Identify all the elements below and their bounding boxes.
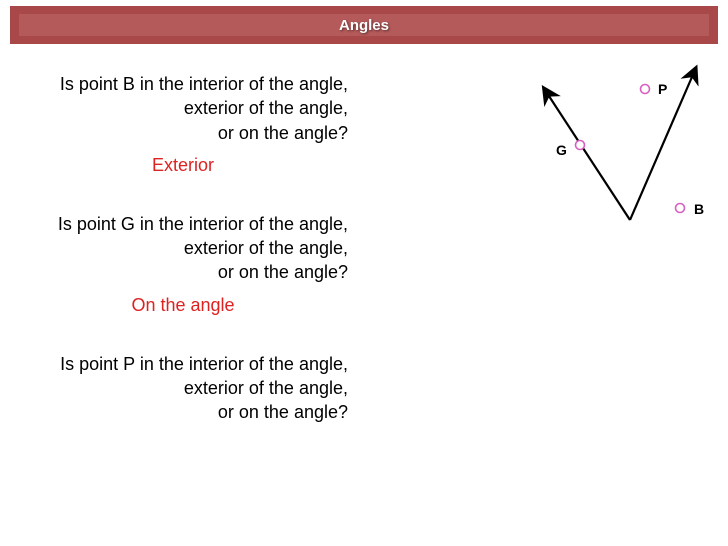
answer-text: Exterior	[18, 155, 348, 176]
point-label: G	[556, 142, 567, 158]
point-marker	[576, 141, 585, 150]
question-line: Is point B in the interior of the angle,	[18, 72, 348, 96]
question-line: Is point P in the interior of the angle,	[18, 352, 348, 376]
angle-diagram: P G B	[500, 60, 720, 260]
question-line: exterior of the angle,	[18, 236, 348, 260]
question-line: or on the angle?	[18, 121, 348, 145]
question-line: Is point G in the interior of the angle,	[18, 212, 348, 236]
title-banner: Angles	[10, 6, 718, 44]
question-line: exterior of the angle,	[18, 376, 348, 400]
questions-column: Is point B in the interior of the angle,…	[18, 72, 388, 461]
question-block: Is point B in the interior of the angle,…	[18, 72, 388, 176]
point-label: B	[694, 201, 704, 217]
question-line: exterior of the angle,	[18, 96, 348, 120]
title-text: Angles	[19, 14, 709, 36]
answer-text: On the angle	[18, 295, 348, 316]
point-label: P	[658, 81, 667, 97]
question-line: or on the angle?	[18, 400, 348, 424]
question-block: Is point P in the interior of the angle,…	[18, 352, 388, 425]
point-marker	[676, 204, 685, 213]
question-line: or on the angle?	[18, 260, 348, 284]
point-marker	[641, 85, 650, 94]
question-block: Is point G in the interior of the angle,…	[18, 212, 388, 316]
